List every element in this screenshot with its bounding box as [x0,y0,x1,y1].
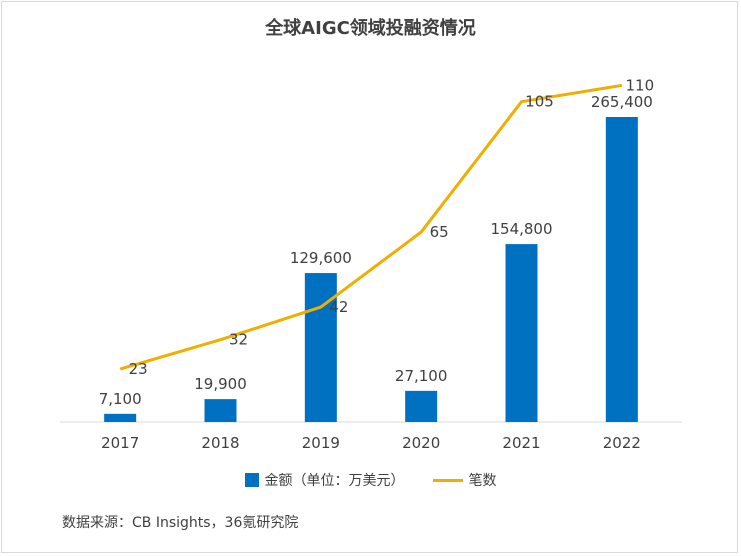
line-label-2020: 65 [430,223,449,241]
chart-title: 全球AIGC领域投融资情况 [265,18,476,39]
bar-label-2018: 19,900 [194,375,247,393]
legend-swatch-count [432,478,463,482]
count-line [119,83,623,371]
bar-label-2019: 129,600 [290,249,352,267]
line-label-2019: 42 [329,298,348,316]
source-note: 数据来源：CB Insights，36氪研究院 [62,515,299,531]
x-tick-2017: 2017 [101,434,139,452]
legend-item-count: 笔数 [432,470,497,490]
line-label-2017: 23 [129,360,148,378]
line-label-2022: 110 [626,76,655,94]
bar-label-2020: 27,100 [395,367,448,385]
bar-2022 [605,117,638,422]
legend-swatch-amount [244,473,259,487]
legend-label-count: 笔数 [468,473,497,489]
legend-label-amount: 金额（单位：万美元） [264,473,405,489]
line-label-2021: 105 [525,93,554,111]
bar-label-2021: 154,800 [490,220,552,238]
bar-label-2022: 265,400 [591,93,653,111]
bar-2021 [505,244,538,422]
line-label-2018: 32 [229,331,248,349]
x-tick-2022: 2022 [603,434,641,452]
bar-label-2017: 7,100 [99,390,142,408]
x-tick-2020: 2020 [402,434,440,452]
chart-legend: 金额（单位：万美元） 笔数 [0,470,741,490]
x-tick-2019: 2019 [302,434,340,452]
bar-2018 [204,399,237,422]
bar-2020 [405,390,438,422]
x-tick-2021: 2021 [502,434,540,452]
x-tick-2018: 2018 [201,434,239,452]
bar-2017 [104,413,137,422]
legend-item-amount: 金额（单位：万美元） [244,470,405,490]
bar-2019 [304,273,337,422]
